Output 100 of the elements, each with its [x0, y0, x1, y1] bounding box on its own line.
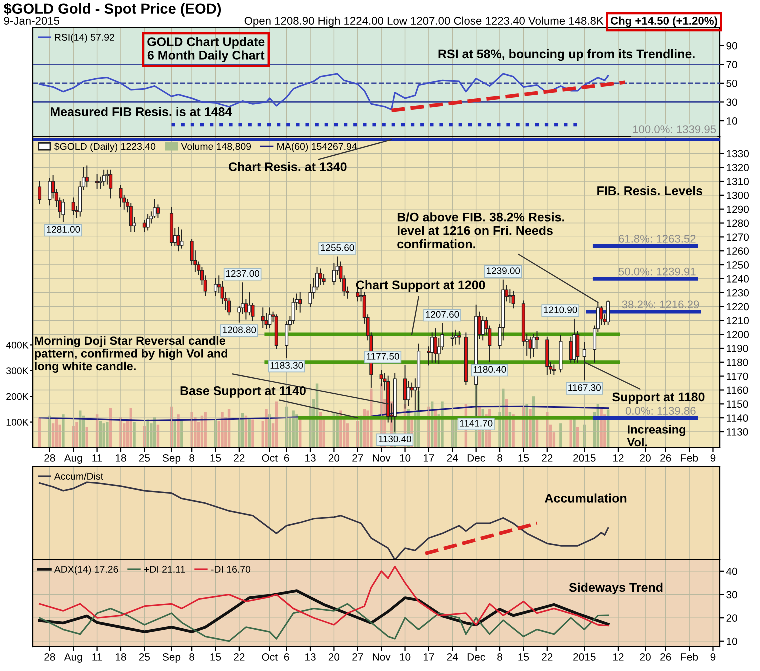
- y-tick-label: 70: [726, 61, 738, 69]
- x-tick-label: 25: [139, 454, 150, 462]
- y-tick-label: 30: [726, 98, 738, 106]
- candlestick: [481, 316, 485, 341]
- x-tick-label: Aug: [64, 454, 82, 464]
- legend-label: ADX(14) 17.26: [54, 566, 118, 575]
- candlestick: [129, 203, 133, 232]
- annotation: 0.0%: 1139.86: [626, 407, 696, 415]
- x-tick-label: 22: [542, 654, 553, 661]
- bar: [296, 414, 298, 448]
- candlestick: [600, 306, 604, 326]
- bar: [512, 414, 515, 448]
- annotation: Measured FIB Resis. is at 1484: [51, 107, 232, 116]
- annotation: 1130.40: [379, 436, 412, 443]
- legend-label: Accum/Dist: [54, 472, 104, 480]
- x-tick-label: 15: [518, 454, 530, 462]
- x-tick-label: 24: [447, 654, 458, 661]
- line-series: [39, 603, 610, 642]
- annotation: 1177.50: [367, 353, 400, 360]
- x-tick-label: 2015: [574, 454, 596, 462]
- annotation: B/O above FIB. 38.2% Resis. level at 1216 on Fri. Needs confirmation.: [398, 212, 564, 249]
- y-tick-label: 1320: [727, 164, 750, 172]
- y-tick-label: 1190: [727, 345, 748, 352]
- y-tick-label: 50: [726, 80, 738, 88]
- y-tick-label: 1270: [727, 234, 750, 242]
- annotation: 1255.60: [321, 244, 354, 252]
- x-tick-label: 22: [542, 454, 553, 462]
- x-tick-label: 8: [190, 654, 195, 661]
- bar: [133, 422, 136, 448]
- bar: [265, 409, 268, 448]
- x-tick-label: 9: [710, 654, 716, 661]
- legend-label: +DI 21.11: [144, 566, 186, 573]
- annotation: GOLD Chart Update 6 Month Daily Chart: [148, 37, 265, 62]
- candlestick: [298, 292, 302, 313]
- annotation: Base Support at 1140: [180, 386, 306, 398]
- annotation: 1208.80: [223, 326, 256, 334]
- x-tick-label: Oct: [262, 654, 278, 661]
- legend-label: MA(60) 154267.94: [278, 142, 358, 152]
- chart-title: $GOLD Gold - Spot Price (EOD): [4, 3, 222, 17]
- x-tick-label: 12: [613, 654, 624, 661]
- candlestick: [450, 332, 454, 346]
- x-tick-label: 15: [210, 454, 222, 462]
- y-tick-label: 1240: [727, 275, 750, 283]
- x-tick-label: 18: [116, 454, 126, 462]
- candlestick: [106, 170, 110, 185]
- annotation: 50.0%: 1239.91: [618, 268, 696, 276]
- candlestick: [582, 342, 586, 381]
- candlestick: [102, 170, 106, 186]
- candlestick: [380, 370, 384, 387]
- x-tick-label: 20: [328, 454, 340, 462]
- candlestick: [512, 290, 516, 309]
- bar: [146, 420, 150, 448]
- y-tick-label: 40: [726, 568, 738, 576]
- x-tick-label: 27: [352, 654, 364, 661]
- y-tick-label: 1160: [727, 386, 748, 394]
- annotation: 1183.30: [270, 362, 304, 369]
- annotation: Chart Support at 1200: [356, 280, 486, 292]
- x-tick-label: 26: [660, 454, 672, 462]
- candlestick: [576, 331, 580, 363]
- annotation: FIB. Resis. Levels: [598, 186, 703, 196]
- y-tick-label: 1130: [727, 428, 748, 436]
- bar: [62, 414, 65, 448]
- annotation: 38.2%: 1216.29: [622, 300, 700, 309]
- annotation: 61.8%: 1263.52: [619, 235, 696, 243]
- x-tick-label: 15: [518, 654, 530, 661]
- x-tick-label: 6: [284, 454, 290, 462]
- bar: [180, 420, 184, 448]
- bar: [76, 422, 78, 448]
- x-tick-label: 15: [210, 654, 222, 661]
- y-tick-label: 90: [726, 42, 738, 50]
- y-tick-label: 1280: [727, 220, 750, 228]
- annotation: Morning Doji Star Reversal candle pattern, confirmed by high Vol and long white candle.: [35, 336, 228, 373]
- legend-label: -DI 16.70: [211, 566, 251, 573]
- x-tick-label: 22: [234, 654, 245, 661]
- candlestick: [156, 204, 160, 218]
- bar: [248, 418, 251, 448]
- y-tick-label: 1290: [727, 206, 750, 214]
- annotation: Increasing Vol.: [627, 425, 686, 447]
- bar: [106, 422, 109, 448]
- y2-tick-label: 300K: [6, 368, 29, 375]
- bar: [573, 418, 576, 448]
- legend-label: Volume 148,809: [181, 142, 252, 152]
- y-tick-label: 1170: [727, 372, 748, 380]
- bar: [221, 412, 224, 448]
- y-tick-label: 20: [726, 614, 738, 622]
- x-tick-label: Feb: [681, 653, 698, 661]
- candlestick: [180, 230, 184, 249]
- candlestick: [119, 185, 123, 208]
- y-tick-label: 30: [726, 591, 738, 599]
- x-tick-label: Feb: [681, 454, 698, 462]
- candlestick: [406, 381, 410, 406]
- bar: [454, 420, 458, 448]
- x-tick-label: 6: [284, 654, 290, 661]
- y2-tick-label: 100K: [6, 419, 29, 426]
- candlestick: [72, 198, 76, 216]
- y-tick-label: 1140: [727, 414, 748, 422]
- y-tick-label: 1330: [727, 150, 750, 158]
- x-tick-label: 20: [328, 654, 340, 661]
- candlestick: [318, 268, 322, 285]
- y-tick-label: 10: [727, 638, 738, 646]
